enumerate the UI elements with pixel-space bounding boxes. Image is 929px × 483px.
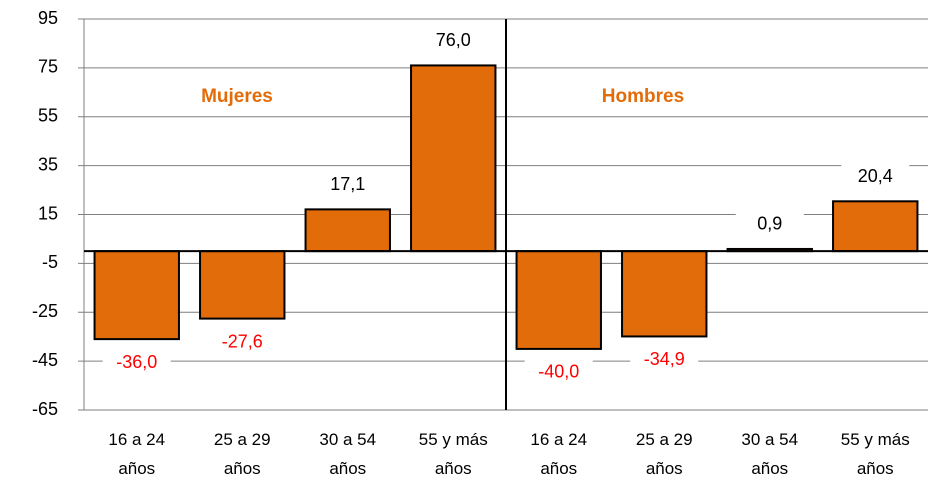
bar	[410, 64, 497, 253]
x-tick-label: 25 a 29 años	[213, 430, 271, 478]
value-label: -36,0	[116, 352, 157, 372]
value-label-bg	[841, 163, 910, 192]
bar	[304, 208, 391, 253]
value-label: 20,4	[858, 166, 893, 186]
value-label: 76,0	[436, 30, 471, 50]
value-label: 0,9	[757, 214, 782, 234]
value-label-bg	[102, 349, 171, 378]
value-label: 17,1	[330, 174, 365, 194]
annotation: Mujeres	[201, 86, 273, 107]
x-tick-label: 16 a 24 años	[108, 430, 166, 478]
value-label-bg	[419, 27, 488, 56]
y-tick-label: -45	[32, 350, 58, 370]
value-label-bg	[735, 210, 804, 239]
value-label: -40,0	[538, 362, 579, 382]
value-label-bg	[313, 171, 382, 200]
value-label-bg	[630, 346, 699, 375]
y-tick-label: -25	[32, 301, 58, 321]
x-tick-label: 55 y más años	[840, 430, 910, 478]
bar	[621, 250, 708, 338]
y-tick-label: -65	[32, 399, 58, 419]
value-label-bg	[524, 358, 593, 387]
bar	[515, 250, 602, 350]
value-label-bg	[208, 328, 277, 357]
bar	[832, 200, 919, 253]
y-tick-label: 15	[38, 203, 58, 223]
value-label: -34,9	[644, 349, 685, 369]
x-tick-label: 30 a 54 años	[319, 430, 377, 478]
x-tick-label: 30 a 54 años	[741, 430, 799, 478]
y-tick-label: 55	[38, 106, 58, 126]
x-tick-label: 55 y más años	[418, 430, 488, 478]
bar	[93, 250, 180, 341]
annotation: Hombres	[602, 86, 684, 107]
y-tick-label: 95	[38, 8, 58, 28]
x-tick-label: 25 a 29 años	[635, 430, 693, 478]
value-label: -27,6	[222, 331, 263, 351]
y-tick-label: -5	[42, 252, 58, 272]
bar	[199, 250, 286, 320]
y-tick-label: 75	[38, 57, 58, 77]
y-tick-label: 35	[38, 154, 58, 174]
x-tick-label: 16 a 24 años	[530, 430, 588, 478]
